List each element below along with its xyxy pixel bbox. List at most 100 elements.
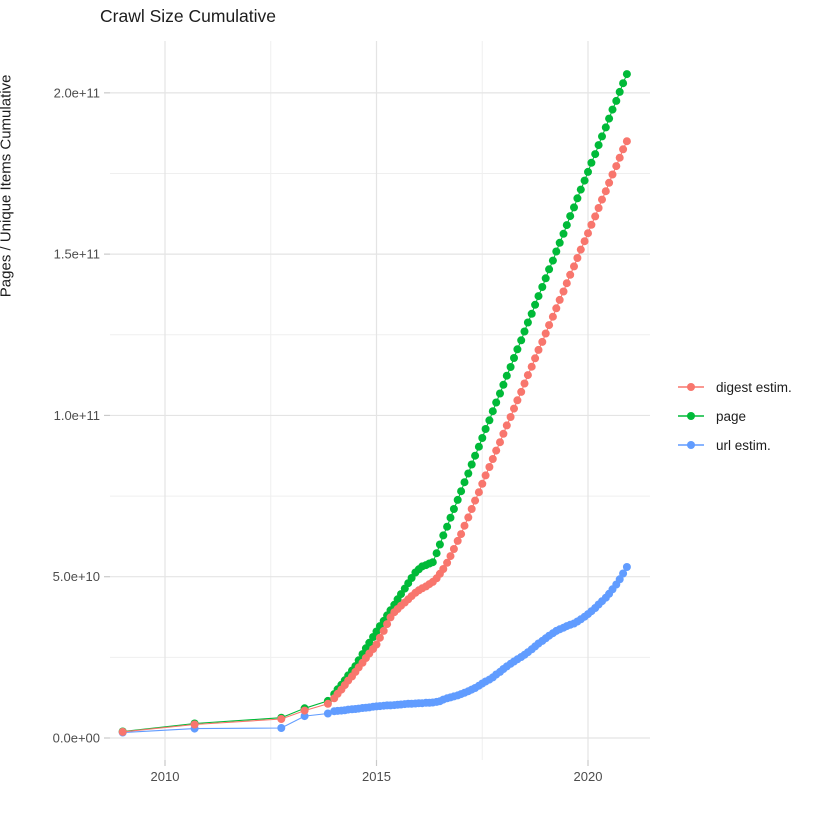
data-point-page [545,265,554,274]
data-point-page [619,79,628,88]
data-point-page [531,300,540,309]
data-point-digest-estim [467,505,476,513]
data-point-digest-estim [601,187,610,196]
data-point-page [601,123,610,132]
data-point-page [580,176,589,185]
data-point-digest-estim [464,513,473,522]
data-point-digest-estim [513,396,522,405]
data-point-page [502,371,511,380]
data-point-digest-estim [372,640,381,649]
y-tick-label: 0.0e+00 [53,731,100,746]
chart-title: Crawl Size Cumulative [100,6,277,26]
data-point-digest-estim [576,245,585,254]
data-point-digest-estim [527,362,536,371]
data-point-page [584,167,592,176]
data-point-page [587,158,596,167]
legend-label-page: page [716,408,747,424]
data-point-digest-estim [118,727,127,736]
data-point-digest-estim [608,170,617,179]
data-point-page [523,318,532,327]
legend-item-page: page [676,407,792,425]
data-point-page [481,425,490,433]
data-point-page [439,531,448,540]
data-point-page [622,70,631,79]
data-point-page [573,194,582,203]
data-point-page [365,638,374,647]
data-point-digest-estim [562,279,571,288]
data-point-digest-estim [478,479,487,488]
data-point-digest-estim [457,530,466,539]
data-point-page [460,478,469,487]
y-tick-label: 5.0e+10 [53,569,100,584]
data-point-url-estim [323,709,332,718]
data-point-digest-estim [517,387,526,396]
data-point-page [570,203,578,212]
data-point-digest-estim [383,620,392,629]
data-point-page [428,558,437,567]
legend: digest estim. page url estim. [676,378,792,454]
y-tick-label: 2.0e+11 [54,85,100,100]
axis-ticks [104,92,589,766]
series-points-digest-estim [118,137,631,736]
data-point-digest-estim [520,379,529,388]
data-point-page [534,292,543,301]
data-point-digest-estim [612,162,621,171]
data-point-digest-estim [496,438,504,447]
data-point-digest-estim [506,413,515,421]
data-point-page [527,309,536,318]
data-point-digest-estim [510,404,518,413]
data-point-digest-estim [605,178,614,187]
data-point-digest-estim [598,195,606,204]
data-point-digest-estim [300,706,309,715]
data-point-digest-estim [488,455,497,463]
y-tick-label: 1.5e+11 [54,247,100,262]
data-point-page [605,114,614,123]
data-point-page [612,96,621,105]
data-point-digest-estim [492,446,501,455]
data-point-url-estim [277,724,286,732]
data-point-digest-estim [541,329,550,338]
legend-label-url-estim: url estim. [716,437,771,453]
data-point-digest-estim [481,471,490,480]
data-point-page [464,469,473,478]
gridlines-major [110,41,650,760]
data-point-digest-estim [190,720,199,729]
data-point-digest-estim [453,536,462,545]
data-point-digest-estim [375,633,384,642]
data-point-digest-estim [619,145,628,154]
data-point-page [562,221,571,230]
data-point-url-estim [619,569,628,578]
x-tick-label: 2020 [574,769,603,784]
data-point-page [513,345,522,354]
data-point-digest-estim [591,212,600,221]
data-point-page [496,389,504,398]
data-point-page [517,336,526,345]
data-point-digest-estim [502,421,511,430]
data-point-page [576,185,585,194]
data-point-digest-estim [587,220,596,229]
data-point-url-estim [300,712,309,721]
data-point-digest-estim [323,699,332,708]
data-point-digest-estim [594,204,603,212]
x-tick-label: 2010 [151,769,180,784]
data-point-digest-estim [622,137,631,146]
data-point-page [474,442,483,451]
data-point-digest-estim [471,496,480,505]
data-point-digest-estim [443,558,452,567]
data-point-page [591,150,600,159]
data-point-page [520,327,529,336]
data-point-digest-estim [615,153,624,162]
data-point-digest-estim [449,545,458,553]
data-point-page [548,256,557,265]
data-point-page [506,363,515,371]
data-point-page [541,274,550,283]
data-point-page [457,487,466,496]
x-tick-label: 2015 [362,769,391,784]
data-point-page [559,229,568,238]
data-point-page [446,513,455,522]
data-point-page [478,434,487,442]
data-point-page [432,549,441,558]
gridlines-minor [110,41,650,760]
